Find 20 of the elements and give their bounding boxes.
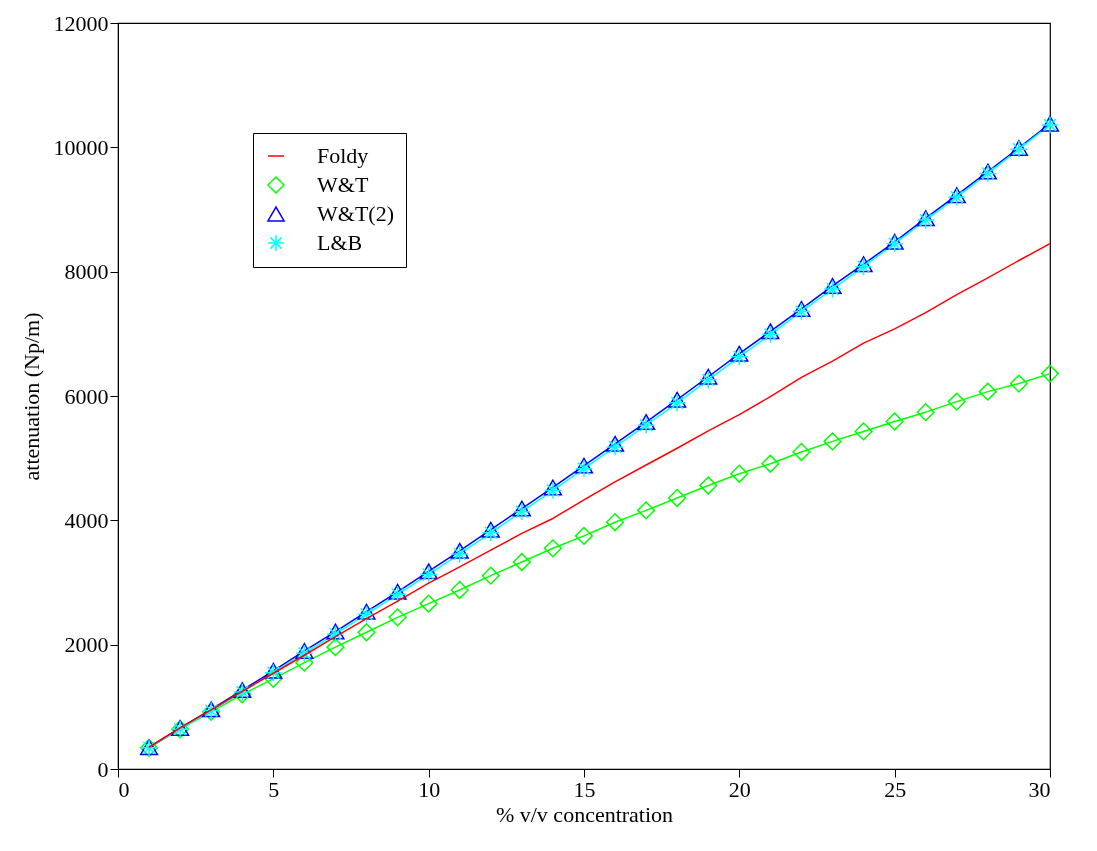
x-tick-label: 10 [418,776,441,802]
x-tick-label: 25 [884,776,907,802]
legend-label: L&B [317,230,363,255]
legend-label: Foldy [317,143,369,168]
y-axis-title: attenuation (Np/m) [18,312,44,481]
y-tick-label: 6000 [64,383,109,409]
x-axis-title: % v/v concentration [495,801,674,827]
x-tick-label: 30 [1028,776,1051,802]
y-tick-label: 12000 [53,10,109,36]
legend-label: W&T [317,172,369,197]
x-tick-label: 0 [118,776,130,802]
y-tick-label: 8000 [64,259,109,285]
x-tick-label: 5 [268,776,280,802]
y-tick-label: 10000 [53,134,109,160]
legend-label: W&T(2) [317,201,394,226]
y-tick-label: 4000 [64,507,109,533]
x-tick-label: 15 [573,776,596,802]
y-tick-label: 2000 [64,632,109,658]
y-tick-label: 0 [97,756,109,782]
x-tick-label: 20 [728,776,751,802]
